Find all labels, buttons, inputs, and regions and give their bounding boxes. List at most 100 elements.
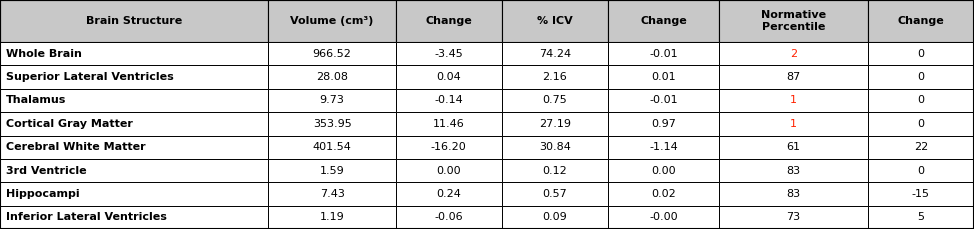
Bar bbox=[720, 42, 868, 65]
Text: Change: Change bbox=[898, 16, 945, 26]
Bar bbox=[0, 182, 269, 206]
Text: 0.75: 0.75 bbox=[543, 95, 567, 105]
Bar bbox=[868, 159, 974, 182]
Text: 61: 61 bbox=[787, 142, 801, 152]
Bar bbox=[269, 42, 395, 65]
Bar bbox=[395, 65, 502, 89]
Text: 0: 0 bbox=[918, 166, 924, 176]
Bar bbox=[868, 182, 974, 206]
Text: 0: 0 bbox=[918, 49, 924, 59]
Text: 83: 83 bbox=[787, 189, 801, 199]
Bar bbox=[868, 0, 974, 42]
Bar bbox=[868, 89, 974, 112]
Bar bbox=[608, 206, 720, 229]
Bar bbox=[608, 42, 720, 65]
Text: -16.20: -16.20 bbox=[431, 142, 467, 152]
Bar bbox=[269, 182, 395, 206]
Bar bbox=[608, 0, 720, 42]
Text: -0.00: -0.00 bbox=[650, 212, 678, 222]
Bar bbox=[0, 65, 269, 89]
Bar bbox=[608, 159, 720, 182]
Text: Volume (cm³): Volume (cm³) bbox=[290, 16, 374, 26]
Bar bbox=[395, 159, 502, 182]
Text: 0: 0 bbox=[918, 95, 924, 105]
Text: Whole Brain: Whole Brain bbox=[6, 49, 82, 59]
Text: % ICV: % ICV bbox=[537, 16, 573, 26]
Bar bbox=[720, 182, 868, 206]
Text: 9.73: 9.73 bbox=[319, 95, 345, 105]
Text: 1.19: 1.19 bbox=[319, 212, 345, 222]
Bar bbox=[395, 42, 502, 65]
Text: Change: Change bbox=[426, 16, 472, 26]
Bar bbox=[720, 0, 868, 42]
Bar bbox=[502, 42, 608, 65]
Bar bbox=[720, 136, 868, 159]
Text: -1.14: -1.14 bbox=[650, 142, 678, 152]
Text: -3.45: -3.45 bbox=[434, 49, 464, 59]
Text: 0: 0 bbox=[918, 72, 924, 82]
Text: 83: 83 bbox=[787, 166, 801, 176]
Bar bbox=[0, 136, 269, 159]
Bar bbox=[720, 89, 868, 112]
Text: 22: 22 bbox=[914, 142, 928, 152]
Bar bbox=[502, 65, 608, 89]
Bar bbox=[0, 112, 269, 136]
Text: 1.59: 1.59 bbox=[319, 166, 345, 176]
Bar bbox=[502, 0, 608, 42]
Bar bbox=[269, 159, 395, 182]
Text: 0.57: 0.57 bbox=[543, 189, 567, 199]
Text: 0.04: 0.04 bbox=[436, 72, 461, 82]
Text: 2.16: 2.16 bbox=[543, 72, 567, 82]
Text: 0.97: 0.97 bbox=[652, 119, 676, 129]
Bar bbox=[269, 65, 395, 89]
Text: 0.00: 0.00 bbox=[652, 166, 676, 176]
Bar bbox=[395, 89, 502, 112]
Bar bbox=[269, 206, 395, 229]
Bar bbox=[720, 159, 868, 182]
Bar bbox=[0, 42, 269, 65]
Bar bbox=[608, 136, 720, 159]
Text: -0.06: -0.06 bbox=[434, 212, 463, 222]
Bar bbox=[608, 182, 720, 206]
Text: 87: 87 bbox=[786, 72, 801, 82]
Text: 0.12: 0.12 bbox=[543, 166, 567, 176]
Text: 1: 1 bbox=[790, 95, 797, 105]
Text: -15: -15 bbox=[912, 189, 930, 199]
Bar bbox=[868, 136, 974, 159]
Text: 74.24: 74.24 bbox=[539, 49, 571, 59]
Bar bbox=[868, 42, 974, 65]
Bar bbox=[720, 112, 868, 136]
Text: -0.01: -0.01 bbox=[650, 49, 678, 59]
Text: Brain Structure: Brain Structure bbox=[86, 16, 182, 26]
Text: 7.43: 7.43 bbox=[319, 189, 345, 199]
Bar bbox=[502, 112, 608, 136]
Bar bbox=[395, 182, 502, 206]
Text: Inferior Lateral Ventricles: Inferior Lateral Ventricles bbox=[6, 212, 167, 222]
Bar bbox=[502, 182, 608, 206]
Text: 11.46: 11.46 bbox=[432, 119, 465, 129]
Bar bbox=[502, 206, 608, 229]
Text: 3rd Ventricle: 3rd Ventricle bbox=[6, 166, 87, 176]
Text: Cerebral White Matter: Cerebral White Matter bbox=[6, 142, 146, 152]
Bar bbox=[608, 65, 720, 89]
Bar bbox=[868, 65, 974, 89]
Text: Change: Change bbox=[640, 16, 687, 26]
Bar bbox=[720, 65, 868, 89]
Text: 27.19: 27.19 bbox=[539, 119, 571, 129]
Bar bbox=[0, 0, 269, 42]
Text: 0.24: 0.24 bbox=[436, 189, 462, 199]
Bar bbox=[395, 136, 502, 159]
Text: 5: 5 bbox=[918, 212, 924, 222]
Bar bbox=[269, 136, 395, 159]
Text: 0.09: 0.09 bbox=[543, 212, 567, 222]
Bar bbox=[395, 206, 502, 229]
Text: 1: 1 bbox=[790, 119, 797, 129]
Text: 0.01: 0.01 bbox=[652, 72, 676, 82]
Bar bbox=[395, 0, 502, 42]
Text: 0: 0 bbox=[918, 119, 924, 129]
Bar bbox=[0, 159, 269, 182]
Text: Normative
Percentile: Normative Percentile bbox=[761, 10, 826, 32]
Text: 30.84: 30.84 bbox=[539, 142, 571, 152]
Text: 0.00: 0.00 bbox=[436, 166, 461, 176]
Text: 353.95: 353.95 bbox=[313, 119, 352, 129]
